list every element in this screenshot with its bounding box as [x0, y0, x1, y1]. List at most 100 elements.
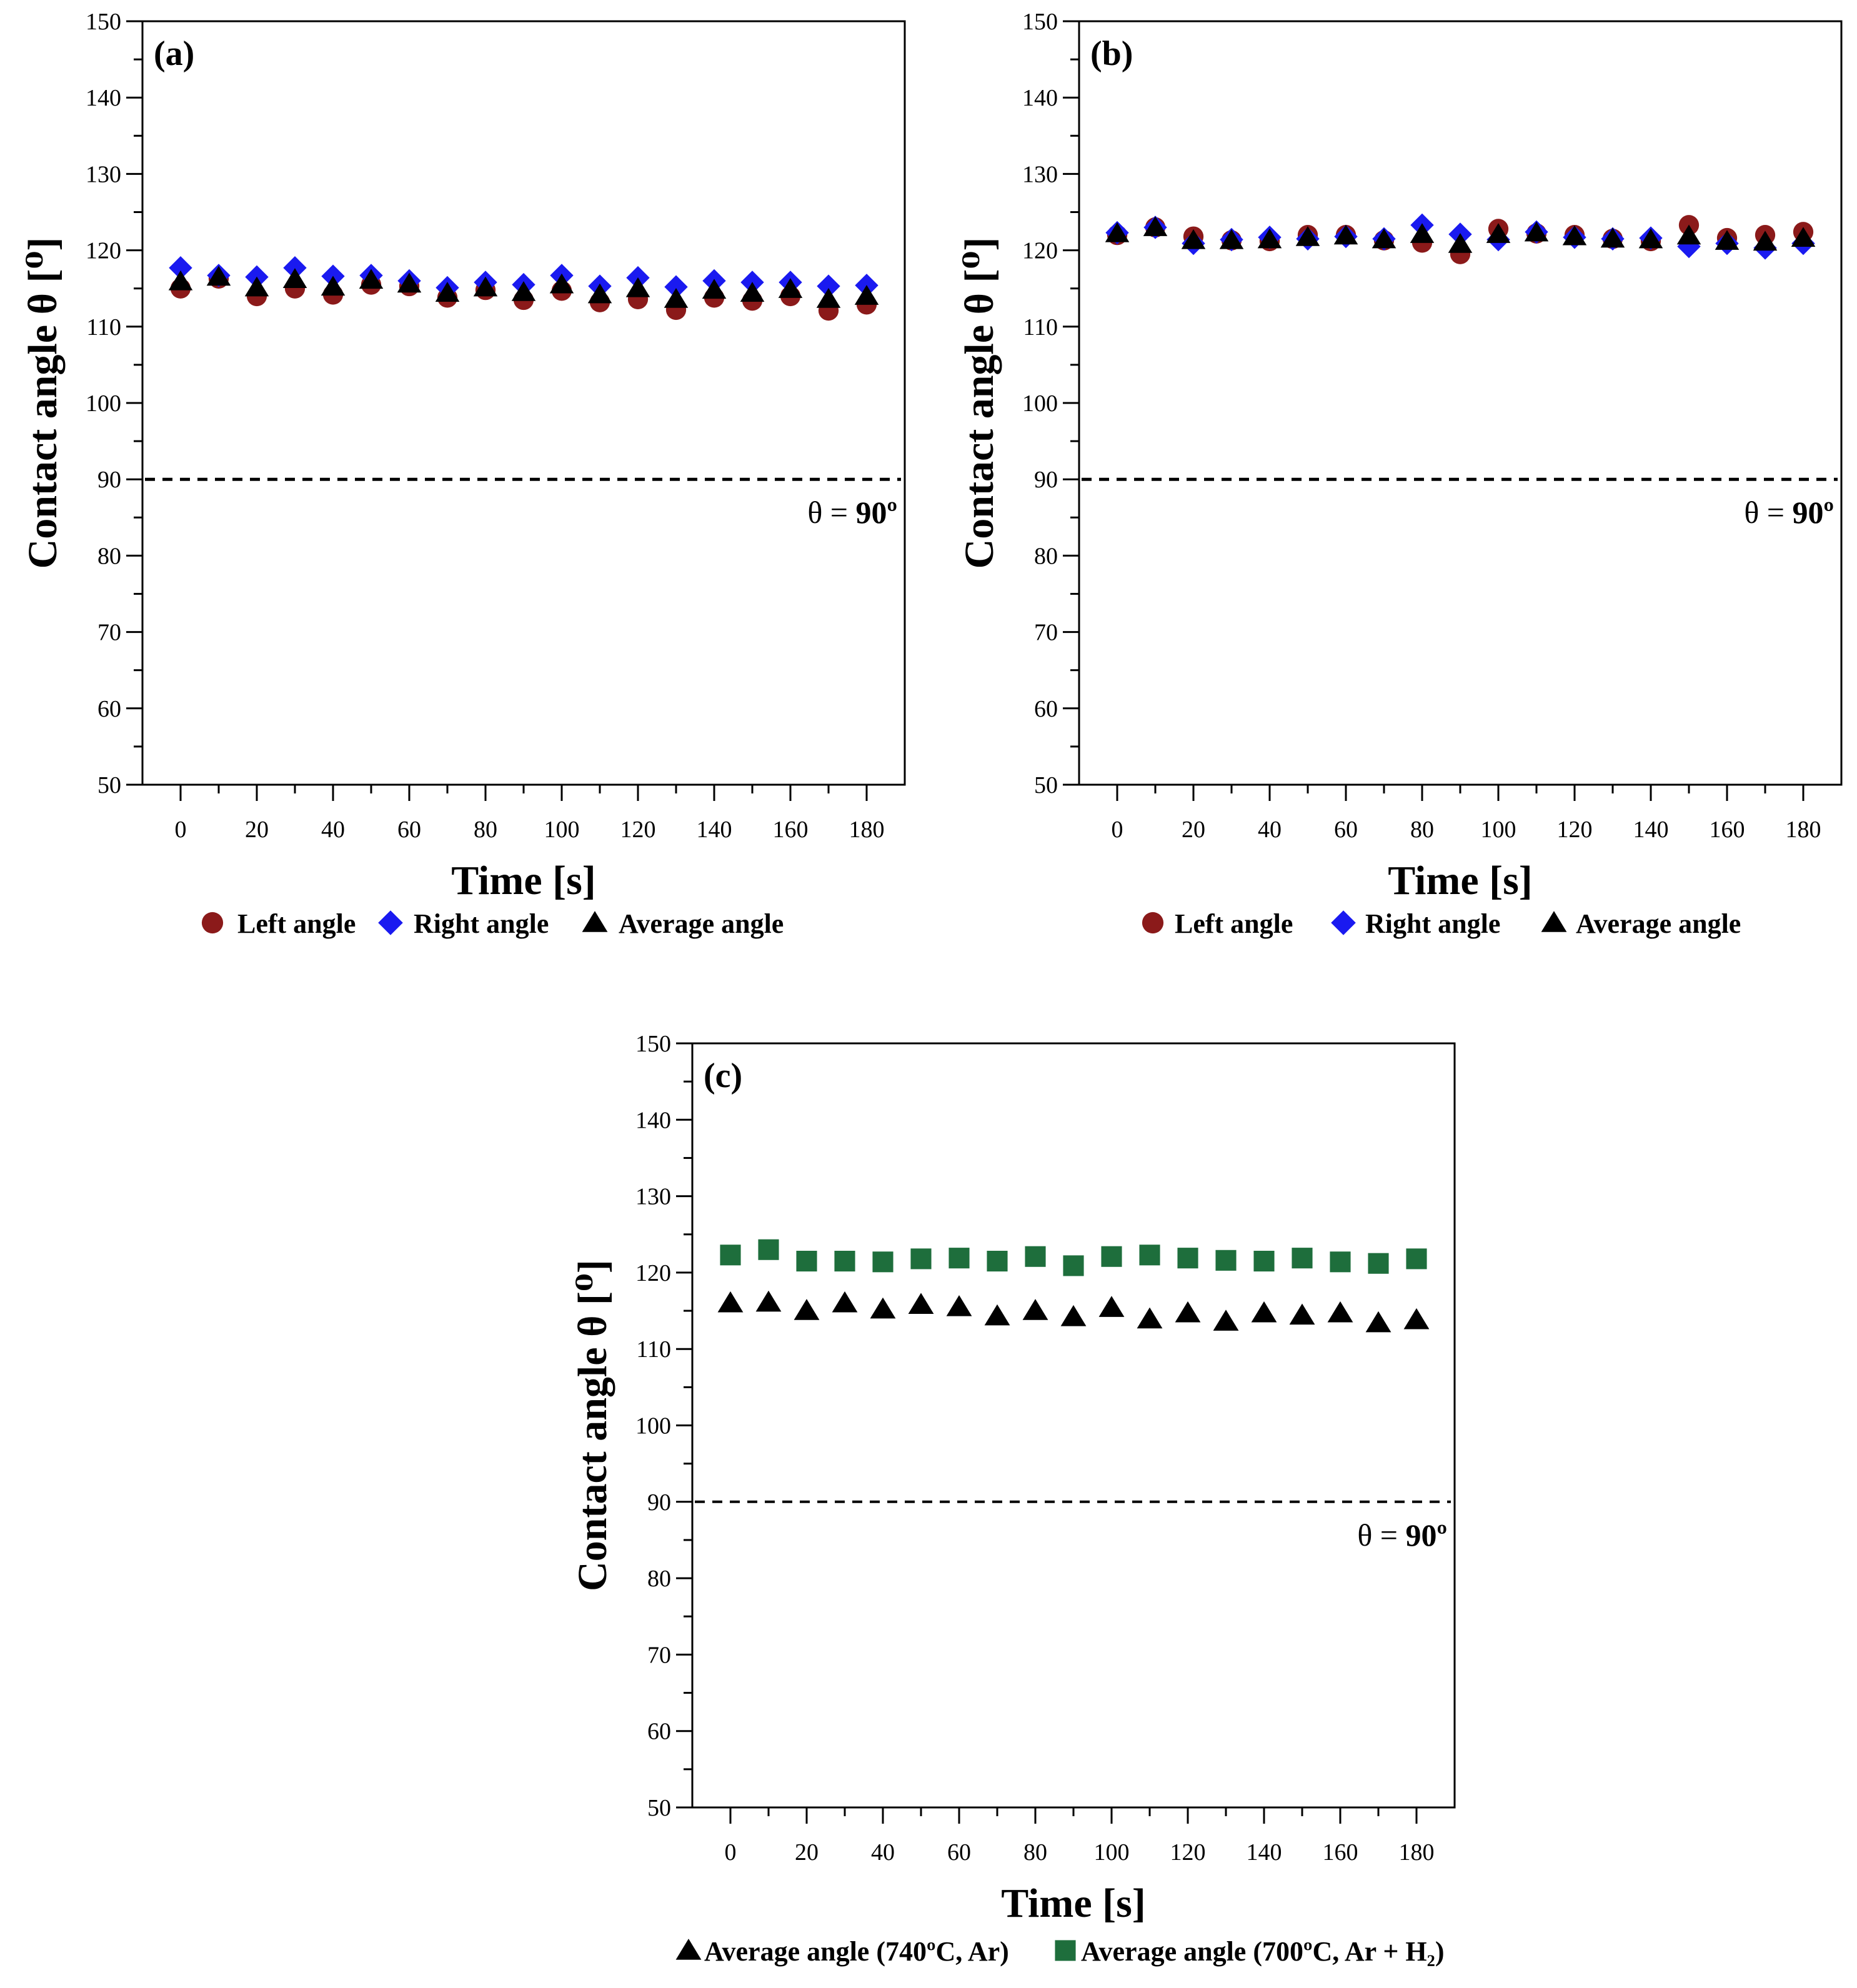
y-tick-label: 110	[86, 314, 121, 340]
data-point-triangle	[854, 285, 879, 305]
y-tick-label: 60	[647, 1719, 671, 1745]
panel-label: (b)	[1090, 34, 1133, 73]
data-point-triangle	[1403, 1308, 1430, 1329]
data-point-triangle	[717, 1291, 744, 1313]
legend-item-right-angle: Right angle	[378, 908, 549, 939]
data-point-triangle	[1257, 228, 1282, 249]
data-point-square	[758, 1239, 779, 1260]
y-tick-label: 90	[1034, 467, 1058, 493]
data-point-triangle	[1600, 227, 1625, 248]
data-point-triangle	[1562, 225, 1587, 246]
data-point-square	[720, 1245, 741, 1266]
y-tick-label: 120	[635, 1260, 671, 1286]
triangle-marker-icon	[582, 911, 608, 932]
axis-ticks: 50 60 70 80 90 100 110 120 130 140 150 0 20 40 60 80 100…	[86, 9, 885, 843]
data-point-triangle	[282, 268, 307, 288]
y-tick-label: 90	[97, 467, 121, 493]
data-point-square	[987, 1250, 1008, 1272]
data-point-triangle	[397, 272, 422, 293]
legend-item-average-angle-700c-ar-h2: Average angle (700ºC, Ar + H₂)	[1055, 1936, 1445, 1967]
data-point-triangle	[1137, 1307, 1163, 1329]
data-point-triangle	[359, 269, 384, 289]
y-tick-label: 150	[635, 1031, 671, 1057]
y-tick-label: 80	[647, 1566, 671, 1592]
panel-b: 50 60 70 80 90 100 110 120 130 140 150 0 20 40 60 80 100…	[957, 9, 1843, 939]
circle-marker-icon	[201, 912, 224, 934]
data-point-triangle	[664, 287, 689, 308]
data-point-triangle	[625, 277, 650, 297]
data-point-square	[1101, 1246, 1122, 1267]
data-point-triangle	[755, 1290, 782, 1312]
x-tick-label: 60	[397, 817, 421, 843]
x-tick-label: 180	[849, 817, 885, 843]
panel-label: (c)	[704, 1056, 742, 1095]
data-point-triangle	[1715, 230, 1740, 250]
data-point-diamond	[283, 256, 307, 280]
data-point-square	[1025, 1246, 1046, 1267]
x-tick-label: 20	[245, 817, 269, 843]
data-point-triangle	[1524, 221, 1549, 242]
y-tick-label: 150	[1022, 9, 1058, 35]
x-tick-label: 120	[1170, 1839, 1206, 1866]
data-point-triangle	[984, 1304, 1010, 1326]
x-tick-label: 180	[1399, 1839, 1435, 1866]
data-point-square	[1253, 1250, 1275, 1272]
y-tick-label: 50	[647, 1795, 671, 1821]
legend-item-left-angle: Left angle	[1142, 908, 1293, 939]
data-point-triangle	[832, 1291, 858, 1313]
plot-frame	[691, 1042, 1456, 1809]
data-point-triangle	[1486, 223, 1511, 243]
y-tick-label: 70	[97, 620, 121, 646]
data-point-triangle	[549, 273, 574, 294]
legend-label: Average angle	[1576, 908, 1741, 939]
data-point-triangle	[1181, 229, 1206, 249]
legend-item-left-angle: Left angle	[201, 908, 356, 939]
y-tick-label: 140	[1022, 85, 1058, 111]
data-point-triangle	[1676, 224, 1701, 245]
diamond-marker-icon	[378, 910, 403, 935]
data-markers	[1105, 213, 1816, 264]
x-tick-label: 20	[795, 1839, 819, 1866]
data-point-triangle	[1638, 228, 1663, 249]
x-axis-label: Time [s]	[451, 858, 596, 903]
legend-item-average-angle: Average angle	[1541, 908, 1741, 939]
diamond-marker-icon	[378, 910, 403, 935]
axis-ticks: 50 60 70 80 90 100 110 120 130 140 150 0 20 40 60 80 100…	[635, 1031, 1435, 1866]
x-tick-label: 140	[697, 817, 732, 843]
y-tick-label: 50	[1034, 772, 1058, 798]
x-tick-label: 0	[175, 817, 187, 843]
x-tick-label: 0	[1112, 817, 1123, 843]
data-point-triangle	[1143, 216, 1168, 236]
y-tick-label: 150	[86, 9, 121, 35]
circle-marker-icon	[201, 912, 224, 934]
y-tick-label: 140	[635, 1107, 671, 1133]
data-point-diamond	[1677, 234, 1701, 259]
data-point-triangle	[1213, 1310, 1239, 1331]
data-point-square	[1292, 1248, 1313, 1269]
y-tick-label: 100	[635, 1413, 671, 1439]
legend-label: Right angle	[1365, 908, 1500, 939]
x-tick-label: 40	[321, 817, 345, 843]
data-point-square	[1139, 1245, 1160, 1266]
data-point-triangle	[1410, 223, 1435, 243]
x-tick-label: 40	[871, 1839, 895, 1866]
x-tick-label: 0	[725, 1839, 737, 1866]
data-point-triangle	[1022, 1299, 1048, 1320]
diamond-marker-icon	[1331, 910, 1356, 935]
plot-frame	[1078, 20, 1843, 786]
data-markers	[168, 256, 879, 321]
y-tick-label: 130	[1022, 161, 1058, 187]
data-point-triangle	[1175, 1301, 1201, 1323]
y-tick-label: 110	[1023, 314, 1058, 340]
data-markers	[717, 1239, 1430, 1333]
x-tick-label: 20	[1182, 817, 1205, 843]
triangle-marker-icon	[675, 1939, 702, 1960]
data-point-square	[910, 1248, 932, 1270]
legend: Average angle (740ºC, Ar) Average angle …	[675, 1936, 1445, 1967]
y-tick-label: 50	[97, 772, 121, 798]
data-point-triangle	[244, 276, 269, 297]
data-point-triangle	[511, 281, 536, 301]
legend-item-average-angle-740c-ar: Average angle (740ºC, Ar)	[675, 1936, 1009, 1967]
data-point-triangle	[908, 1293, 934, 1315]
data-point-triangle	[794, 1299, 820, 1320]
